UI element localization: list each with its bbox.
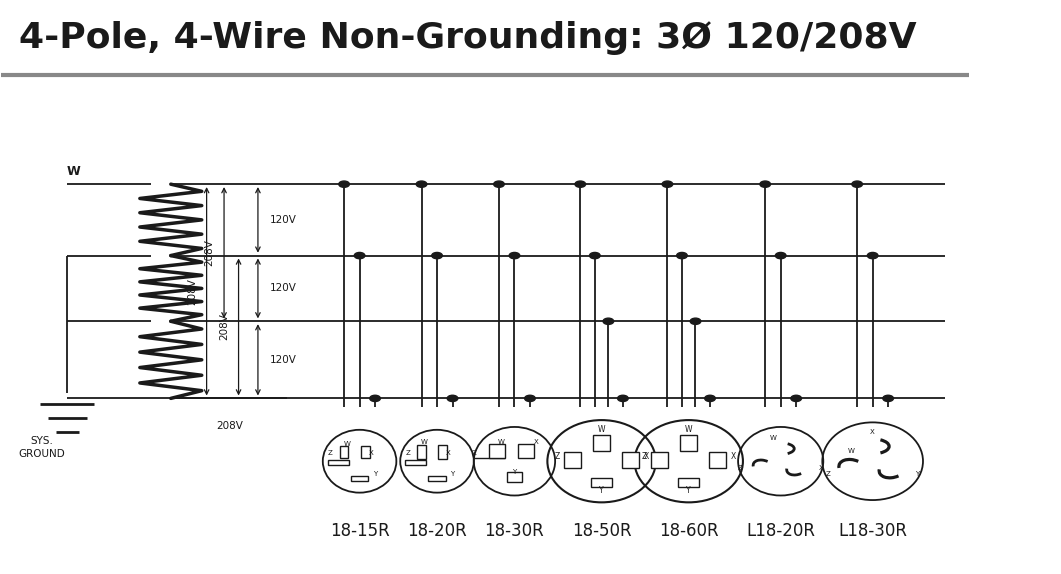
- Circle shape: [447, 395, 458, 402]
- Circle shape: [509, 253, 520, 259]
- Text: 208V: 208V: [219, 313, 229, 340]
- Text: Z: Z: [555, 452, 560, 461]
- Text: X: X: [644, 452, 648, 461]
- Text: X: X: [731, 452, 736, 461]
- Circle shape: [338, 181, 349, 187]
- Circle shape: [590, 253, 601, 259]
- Text: Y: Y: [686, 486, 691, 495]
- Circle shape: [677, 253, 688, 259]
- Text: Y: Y: [372, 471, 378, 478]
- Bar: [429, 475, 446, 481]
- Text: 208V: 208V: [216, 421, 243, 431]
- Text: Z: Z: [825, 471, 831, 477]
- Bar: [709, 452, 727, 468]
- Text: W: W: [67, 165, 81, 179]
- Bar: [351, 475, 368, 481]
- Bar: [593, 435, 610, 451]
- Text: W: W: [498, 439, 504, 445]
- Text: 120V: 120V: [269, 215, 296, 225]
- Text: X: X: [819, 465, 823, 471]
- Circle shape: [690, 318, 701, 324]
- Bar: [489, 444, 505, 458]
- Text: Z: Z: [328, 450, 333, 456]
- Circle shape: [852, 181, 863, 187]
- Bar: [328, 460, 349, 465]
- Circle shape: [493, 181, 504, 187]
- Circle shape: [790, 395, 801, 402]
- Text: W: W: [421, 439, 428, 445]
- Text: W: W: [848, 448, 855, 454]
- Text: GROUND: GROUND: [19, 449, 66, 459]
- Circle shape: [867, 253, 877, 259]
- Text: 18-20R: 18-20R: [407, 522, 467, 541]
- Bar: [405, 460, 427, 465]
- Text: 18-50R: 18-50R: [572, 522, 631, 541]
- Circle shape: [369, 395, 381, 402]
- Text: Z: Z: [471, 450, 476, 456]
- Circle shape: [603, 318, 613, 324]
- Text: W: W: [769, 435, 777, 441]
- Circle shape: [776, 253, 786, 259]
- Bar: [678, 478, 699, 487]
- Bar: [680, 435, 697, 451]
- Circle shape: [705, 395, 715, 402]
- Text: X: X: [870, 429, 875, 435]
- Text: 18-15R: 18-15R: [330, 522, 389, 541]
- Bar: [651, 452, 668, 468]
- Bar: [438, 445, 447, 459]
- Bar: [591, 478, 612, 487]
- Bar: [507, 472, 522, 482]
- Text: Y: Y: [915, 471, 919, 477]
- Circle shape: [432, 253, 442, 259]
- Circle shape: [883, 395, 893, 402]
- Text: SYS.: SYS.: [31, 436, 53, 445]
- Text: Z: Z: [642, 452, 647, 461]
- Text: W: W: [685, 425, 693, 434]
- Text: Z: Z: [737, 465, 743, 471]
- Text: 208V: 208V: [205, 239, 214, 266]
- Circle shape: [575, 181, 586, 187]
- Text: Y: Y: [599, 486, 604, 495]
- Circle shape: [662, 181, 673, 187]
- Text: Y: Y: [512, 468, 517, 475]
- Bar: [622, 452, 640, 468]
- Bar: [563, 452, 581, 468]
- Text: 120V: 120V: [269, 284, 296, 293]
- Bar: [519, 444, 534, 458]
- Text: Y: Y: [450, 471, 454, 478]
- Text: X: X: [447, 450, 451, 456]
- Text: L18-30R: L18-30R: [838, 522, 907, 541]
- Text: X: X: [369, 450, 373, 456]
- Bar: [361, 446, 369, 459]
- Circle shape: [618, 395, 628, 402]
- Circle shape: [524, 395, 536, 402]
- Bar: [340, 446, 348, 459]
- Text: W: W: [597, 425, 606, 434]
- Text: 18-60R: 18-60R: [659, 522, 718, 541]
- Bar: [417, 445, 425, 459]
- Text: 18-30R: 18-30R: [485, 522, 544, 541]
- Circle shape: [760, 181, 770, 187]
- Text: 120V: 120V: [269, 355, 296, 365]
- Text: Z: Z: [405, 450, 411, 456]
- Circle shape: [416, 181, 427, 187]
- Text: W: W: [344, 440, 350, 447]
- Circle shape: [354, 253, 365, 259]
- Text: 4-Pole, 4-Wire Non-Grounding: 3Ø 120/208V: 4-Pole, 4-Wire Non-Grounding: 3Ø 120/208…: [19, 21, 917, 55]
- Text: L18-20R: L18-20R: [746, 522, 815, 541]
- Text: X: X: [534, 439, 538, 445]
- Text: 208V: 208V: [187, 278, 197, 305]
